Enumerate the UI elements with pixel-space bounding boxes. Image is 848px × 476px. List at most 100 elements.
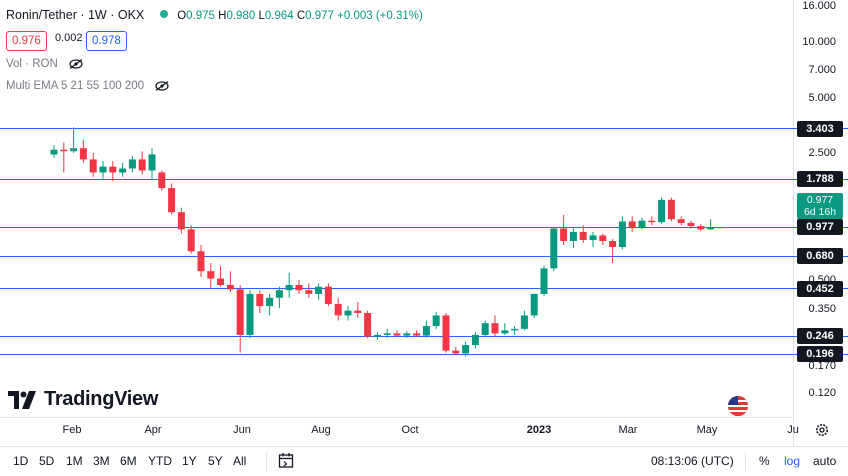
percent-scale-toggle[interactable]: % xyxy=(759,454,770,468)
settings-gear-icon[interactable] xyxy=(815,423,829,437)
hline-price-label: 0.977 xyxy=(797,219,843,235)
candle-up xyxy=(530,293,538,316)
candle-down xyxy=(677,219,685,223)
candle-down xyxy=(158,172,166,189)
range-button-6m[interactable]: 6M xyxy=(120,454,137,468)
volume-indicator[interactable]: Vol · RON xyxy=(6,58,83,70)
candle-down xyxy=(354,310,362,313)
spread-value: 0.002 xyxy=(55,32,83,44)
candle-up xyxy=(422,325,430,336)
candle-down xyxy=(334,303,342,316)
date-range-calendar-icon[interactable] xyxy=(278,452,294,469)
candle-up xyxy=(70,148,78,152)
candle-up xyxy=(403,333,411,336)
price-axis-tick: 2.500 xyxy=(808,147,836,159)
ohlc-values: O0.975 H0.980 L0.964 C0.977 +0.003 (+0.3… xyxy=(177,10,423,22)
candle-down xyxy=(138,159,146,171)
candle-up xyxy=(128,159,136,169)
candle-up xyxy=(501,330,509,334)
range-button-ytd[interactable]: YTD xyxy=(148,454,172,468)
range-button-1y[interactable]: 1Y xyxy=(182,454,197,468)
candle-down xyxy=(491,323,499,334)
candle-down xyxy=(452,350,460,354)
candle-down xyxy=(687,222,695,227)
time-axis-label: 2023 xyxy=(526,424,552,436)
candle-up xyxy=(315,286,323,294)
candle-down xyxy=(295,285,303,291)
hline-price-label: 1.788 xyxy=(797,171,843,187)
hline-price-label: 0.246 xyxy=(797,328,843,344)
candle-up xyxy=(520,315,528,329)
candle-down xyxy=(236,289,244,335)
price-axis-tick: 0.170 xyxy=(808,360,836,372)
candle-up xyxy=(383,333,391,335)
symbol-title[interactable]: Ronin/Tether · 1W · OKX xyxy=(6,8,145,22)
candle-down xyxy=(256,293,264,307)
candle-up xyxy=(511,328,519,331)
candle-up xyxy=(119,168,127,173)
hline-price-label: 0.680 xyxy=(797,248,843,264)
candle-up xyxy=(658,199,666,223)
candle-down xyxy=(207,271,215,279)
time-axis-label: May xyxy=(696,424,718,436)
price-axis-tick: 5.000 xyxy=(808,92,836,104)
range-button-1m[interactable]: 1M xyxy=(66,454,83,468)
hline-price-label: 0.452 xyxy=(797,281,843,297)
last-price-label: 0.977 6d 16h xyxy=(797,193,843,219)
tradingview-logo-icon xyxy=(8,390,36,409)
candle-up xyxy=(432,315,440,326)
buy-price-button[interactable]: 0.978 xyxy=(86,31,127,51)
range-button-5y[interactable]: 5Y xyxy=(208,454,223,468)
sell-price-button[interactable]: 0.976 xyxy=(6,31,47,51)
us-flag-icon[interactable] xyxy=(728,396,748,416)
log-scale-toggle[interactable]: log xyxy=(784,454,801,468)
range-button-1d[interactable]: 1D xyxy=(13,454,29,468)
hidden-eye-icon[interactable] xyxy=(69,59,83,69)
candle-down xyxy=(168,188,176,213)
market-open-status-icon xyxy=(159,10,168,18)
price-axis-tick: 16.000 xyxy=(802,0,836,12)
candle-up xyxy=(266,297,274,307)
hidden-eye-icon[interactable] xyxy=(155,81,169,91)
candle-down xyxy=(364,312,372,337)
time-axis-label: Ju xyxy=(787,424,799,436)
candle-up xyxy=(462,345,470,354)
range-button-5d[interactable]: 5D xyxy=(39,454,55,468)
candle-down xyxy=(599,235,607,241)
toolbar-divider xyxy=(266,453,267,471)
time-axis-label: Apr xyxy=(144,424,162,436)
candle-up xyxy=(50,149,58,155)
candle-down xyxy=(187,229,195,252)
candle-down xyxy=(197,251,205,272)
bar-countdown: 6d 16h xyxy=(803,206,837,218)
range-button-3m[interactable]: 3M xyxy=(93,454,110,468)
candle-up xyxy=(569,231,577,241)
symbol-legend: Ronin/Tether · 1W · OKX O0.975 H0.980 L0… xyxy=(6,8,423,22)
candle-up xyxy=(344,310,352,316)
candle-up xyxy=(550,228,558,269)
candle-up xyxy=(589,235,597,241)
candle-down xyxy=(393,333,401,336)
candle-down xyxy=(109,166,117,173)
logo-text: TradingView xyxy=(44,388,159,410)
time-axis-label: Jun xyxy=(233,424,251,436)
candle-down xyxy=(648,220,656,223)
candle-up xyxy=(638,220,646,228)
candle-down xyxy=(442,315,450,351)
candle-down xyxy=(560,228,568,241)
ema-indicator[interactable]: Multi EMA 5 21 55 100 200 xyxy=(6,80,169,92)
tradingview-logo[interactable]: TradingView xyxy=(8,388,158,411)
utc-clock[interactable]: 08:13:06 (UTC) xyxy=(651,454,734,468)
candle-down xyxy=(217,278,225,286)
candle-down xyxy=(324,286,332,304)
bottom-toolbar: 1D 5D 1M 3M 6M YTD 1Y 5Y All 08:13:06 (U… xyxy=(0,446,848,476)
toolbar-divider xyxy=(745,453,746,471)
range-button-all[interactable]: All xyxy=(233,454,247,468)
candle-up xyxy=(246,293,254,335)
price-axis-tick: 7.000 xyxy=(808,64,836,76)
candle-up xyxy=(618,221,626,248)
time-axis-label: Aug xyxy=(311,424,331,436)
auto-scale-toggle[interactable]: auto xyxy=(813,454,837,468)
